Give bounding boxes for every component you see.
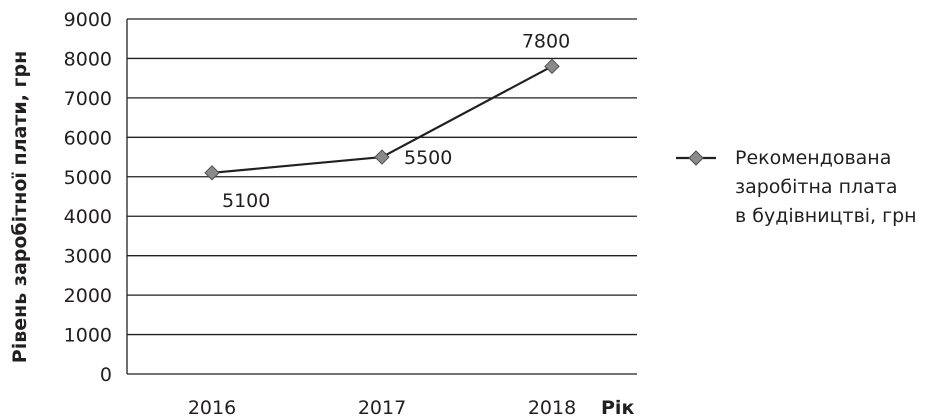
y-tick-labels: 0 1000 2000 3000 4000 5000 6000 7000 8000 9000 [64,9,112,386]
y-axis-title: Рівень заробітної плати, грн [9,51,31,363]
axes [126,19,637,375]
data-label: 5100 [222,190,270,212]
data-point-marker [374,149,390,165]
gridlines [127,18,637,336]
data-labels: 5100 5500 7800 [222,30,570,212]
data-point-marker [544,58,560,75]
legend-label-line-2: заробітна плата [735,176,898,198]
x-tick-label: 2017 [358,397,406,419]
y-tick-label: 8000 [64,48,112,70]
y-tick-label: 6000 [64,127,112,149]
y-tick-label: 2000 [64,285,112,307]
y-tick-label: 0 [100,364,112,386]
legend-label-line-3: в будівництві, грн [735,205,917,227]
legend-marker-icon [688,150,704,166]
x-tick-labels: 2016 2017 2018 [188,397,576,419]
series-markers [204,58,560,181]
x-tick-label: 2018 [528,397,576,419]
x-axis-title: Рік [601,397,634,419]
legend-label-line-1: Рекомендована [735,147,891,169]
data-point-marker [204,165,220,181]
y-tick-label: 4000 [64,206,112,228]
legend: Рекомендована заробітна плата в будівниц… [676,147,917,227]
y-tick-label: 1000 [64,325,112,347]
x-tick-label: 2016 [188,397,236,419]
data-label: 5500 [404,147,452,169]
y-tick-label: 3000 [64,246,112,268]
y-tick-label: 9000 [64,9,112,31]
data-label: 7800 [522,30,570,52]
y-tick-label: 7000 [64,88,112,110]
y-tick-label: 5000 [64,167,112,189]
